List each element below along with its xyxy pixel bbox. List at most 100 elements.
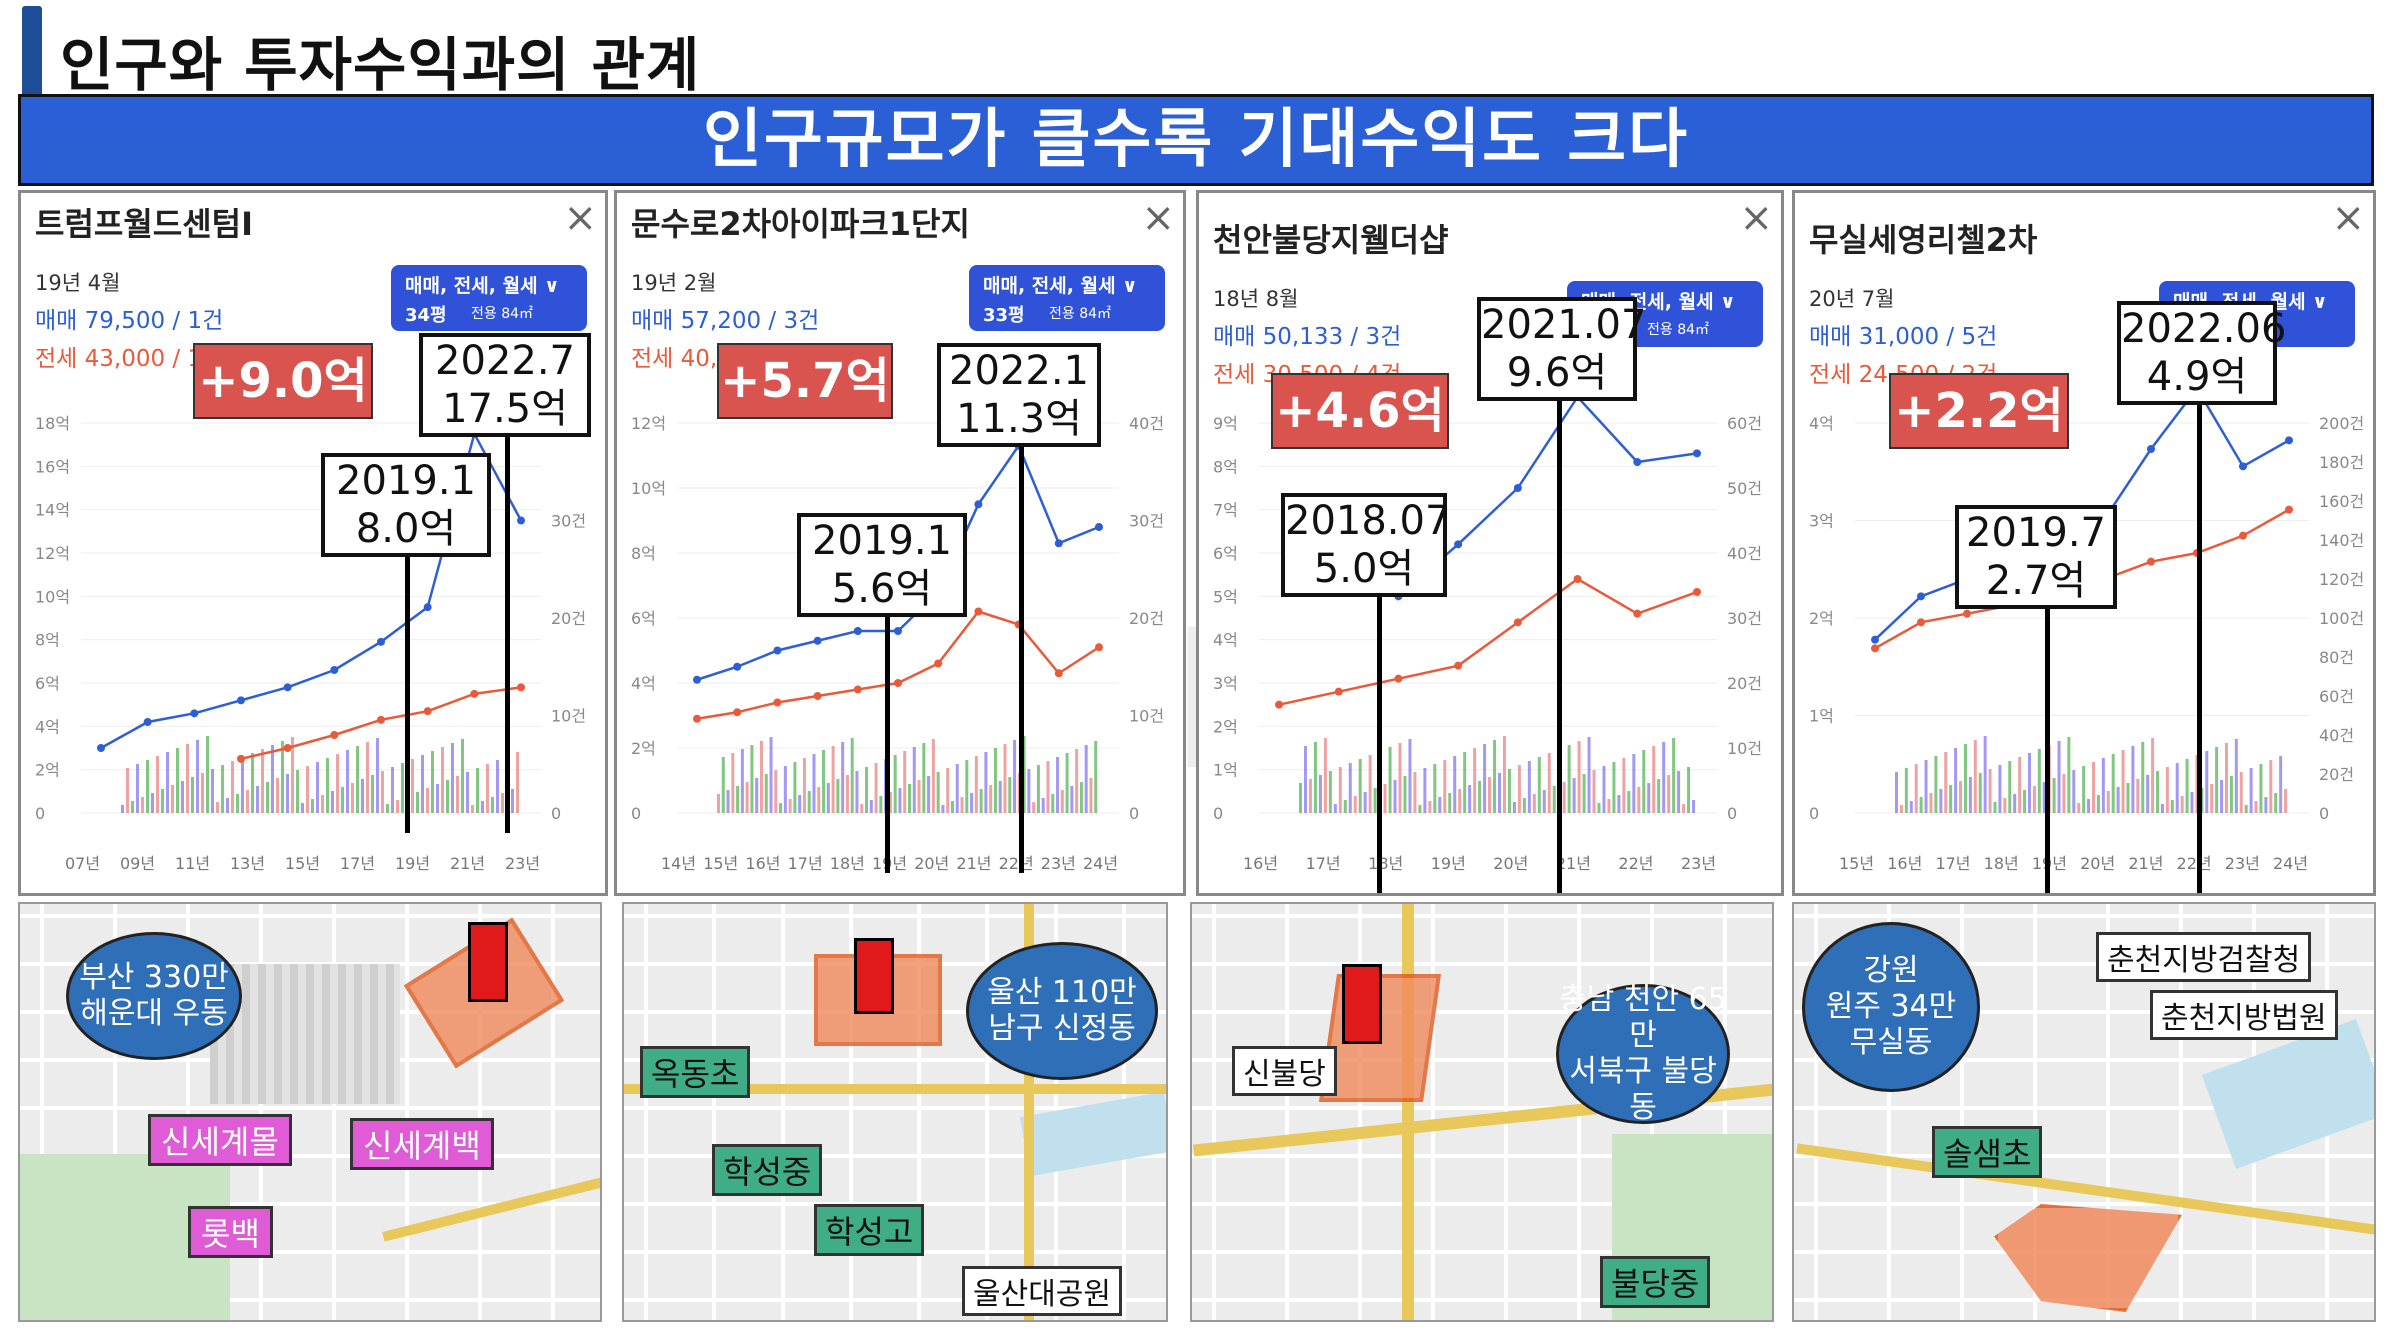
- x-tick: 16년: [1887, 854, 1922, 873]
- volume-bar: [281, 741, 284, 813]
- volume-bar: [912, 747, 916, 813]
- rent-price-line: [1278, 577, 1698, 706]
- y-left-tick: 8억: [35, 631, 60, 650]
- map-road: [186, 904, 190, 1320]
- volume-bar: [750, 745, 754, 813]
- volume-bar: [755, 778, 759, 813]
- low-price-callout: 2019.1 8.0억: [321, 453, 491, 557]
- volume-bar: [993, 748, 997, 813]
- volume-bar: [2229, 776, 2233, 813]
- location-map[interactable]: 부산 330만 해운대 우동 신세계몰 신세계백 롯백: [18, 902, 602, 1322]
- volume-bar: [1458, 789, 1462, 813]
- volume-bar: [516, 752, 519, 813]
- volume-bar: [186, 744, 189, 813]
- volume-bar: [1473, 748, 1477, 813]
- volume-bar: [2101, 758, 2105, 813]
- volume-bar: [126, 768, 129, 813]
- volume-bar: [1478, 781, 1482, 813]
- volume-bar: [1423, 768, 1427, 813]
- map-road: [624, 1298, 1166, 1302]
- sale-point: [237, 696, 245, 705]
- deal-type-filter[interactable]: 매매, 전세, 월세 ∨ 33평 전용 84㎡: [969, 265, 1165, 331]
- y-left-tick: 0: [35, 804, 45, 823]
- location-map[interactable]: 울산 110만 남구 신정동 옥동초 학성중 학성고 울산대공원: [622, 902, 1168, 1322]
- map-road: [624, 1154, 1166, 1158]
- volume-bar: [121, 805, 124, 813]
- volume-bar: [2087, 799, 2091, 813]
- volume-bar: [481, 801, 484, 813]
- volume-bar: [1041, 798, 1045, 813]
- map-road: [1285, 904, 1289, 1320]
- x-tick: 18년: [830, 854, 865, 873]
- close-icon[interactable]: ×: [1739, 195, 1773, 241]
- volume-bar: [2224, 743, 2228, 813]
- location-map[interactable]: 충남 천안 65만 서북구 불당동 신불당 불당중: [1190, 902, 1774, 1322]
- volume-bar: [783, 766, 787, 813]
- deal-type-filter[interactable]: 매매, 전세, 월세 ∨ 34평 전용 84㎡: [391, 265, 587, 331]
- volume-bar: [836, 779, 840, 813]
- volume-bar: [965, 760, 969, 813]
- volume-bar: [381, 771, 384, 813]
- volume-bar: [2077, 803, 2081, 813]
- close-icon[interactable]: ×: [2331, 195, 2365, 241]
- map-road-yellow: [1402, 904, 1414, 1320]
- volume-bar: [1662, 742, 1666, 813]
- y-left-tick: 8억: [1213, 457, 1238, 476]
- map-road-yellow: [382, 1176, 600, 1242]
- rent-point: [1454, 661, 1463, 670]
- high-marker-line: [2197, 401, 2202, 893]
- volume-bar: [2037, 749, 2041, 813]
- x-tick: 21년: [1556, 854, 1591, 873]
- volume-bar: [2013, 794, 2017, 813]
- close-icon[interactable]: ×: [1141, 195, 1175, 241]
- high-date: 2021.07: [1481, 302, 1647, 348]
- volume-bar: [1453, 756, 1457, 813]
- rent-point: [2147, 557, 2155, 566]
- sale-summary: 매매 57,200 / 3건: [631, 308, 820, 334]
- volume-bar: [1498, 773, 1501, 813]
- volume-bar: [1978, 773, 1982, 813]
- rent-point: [1394, 674, 1403, 683]
- volume-bar: [136, 764, 139, 813]
- volume-bar: [2234, 739, 2238, 813]
- map-road: [1212, 904, 1216, 1320]
- volume-bar: [196, 740, 199, 813]
- x-tick: 11년: [175, 854, 210, 873]
- sale-point: [1513, 484, 1522, 492]
- volume-bar: [1507, 769, 1511, 813]
- volume-bar: [336, 754, 339, 813]
- volume-bar: [2131, 746, 2135, 813]
- volume-bar: [1060, 790, 1064, 813]
- y-right-tick: 0: [1129, 804, 1139, 823]
- map-road: [1358, 904, 1362, 1320]
- volume-bar: [1627, 791, 1631, 813]
- location-map[interactable]: 강원 원주 34만 무실동 춘천지방검찰청 춘천지방법원 솔샘초: [1792, 902, 2376, 1322]
- high-price-callout: 2022.06 4.9억: [2117, 301, 2286, 405]
- volume-bar: [2279, 756, 2283, 813]
- gain-badge: +2.2억: [1889, 373, 2069, 449]
- volume-bar: [1547, 753, 1551, 813]
- close-icon[interactable]: ×: [563, 195, 597, 241]
- volume-bar: [366, 742, 369, 813]
- volume-bar: [226, 798, 229, 813]
- y-left-tick: 4억: [631, 674, 656, 693]
- volume-bar: [745, 782, 749, 813]
- volume-bar: [764, 774, 768, 813]
- volume-bar: [1687, 767, 1691, 813]
- volume-bar: [461, 739, 464, 813]
- apartment-name: 무실세영리첼2차: [1809, 221, 2038, 259]
- volume-bar: [2220, 780, 2224, 813]
- x-tick: 23년: [1041, 854, 1076, 873]
- y-left-tick: 2억: [35, 761, 60, 780]
- volume-bar: [1428, 801, 1432, 813]
- x-tick: 18년: [1368, 854, 1403, 873]
- volume-bar: [1299, 783, 1302, 813]
- area-label: 신불당: [1232, 1046, 1337, 1096]
- volume-bar: [421, 755, 424, 813]
- volume-bar: [256, 786, 259, 813]
- volume-bar: [721, 757, 725, 813]
- volume-bar: [1988, 769, 1992, 813]
- y-left-tick: 3억: [1213, 674, 1238, 693]
- volume-bar: [261, 749, 264, 813]
- map-road: [1192, 1058, 1772, 1062]
